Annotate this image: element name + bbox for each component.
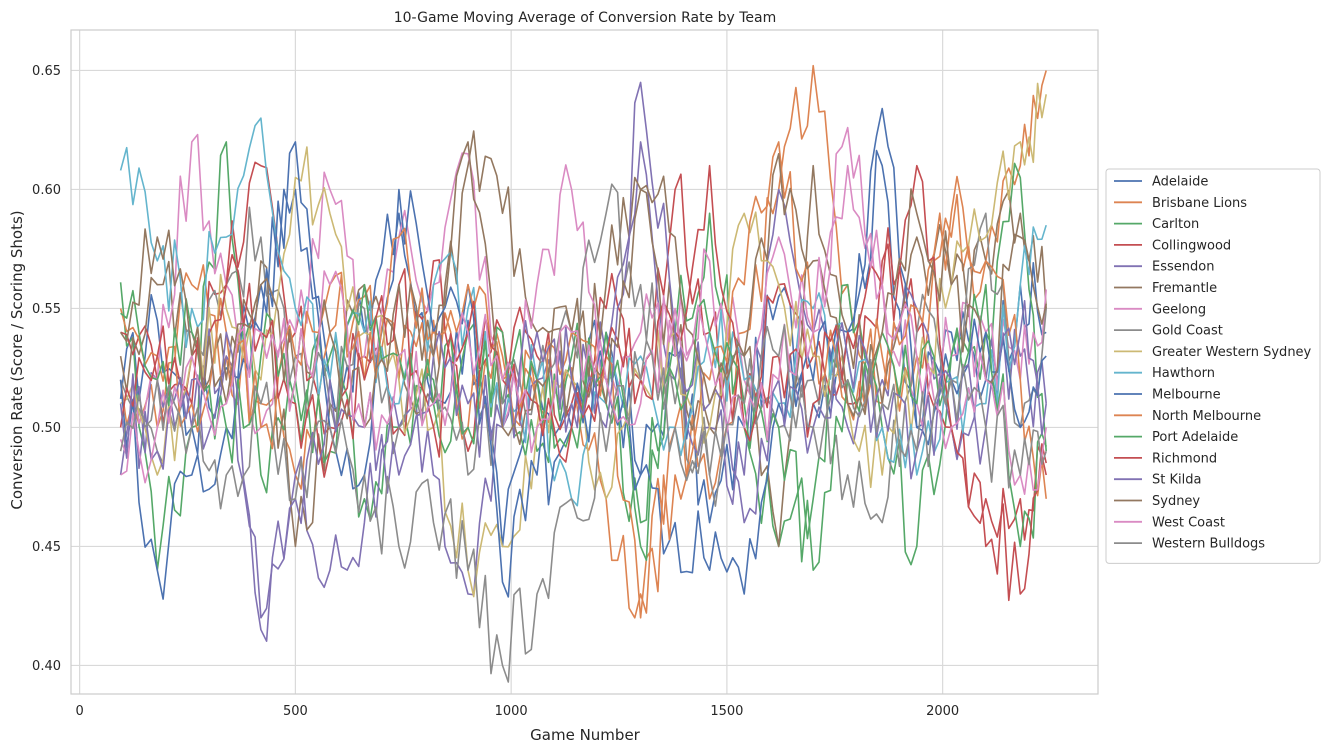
legend-label: Essendon bbox=[1152, 260, 1214, 275]
legend-label: Geelong bbox=[1152, 302, 1206, 317]
x-tick-label: 0 bbox=[75, 704, 83, 719]
series-line-west-coast bbox=[120, 126, 1047, 495]
legend-label: Hawthorn bbox=[1152, 366, 1215, 381]
legend-label: St Kilda bbox=[1152, 473, 1201, 488]
plot-frame bbox=[70, 29, 1099, 695]
x-axis-label: Game Number bbox=[530, 726, 641, 744]
series-line-st-kilda bbox=[119, 81, 1047, 642]
legend-label: West Coast bbox=[1152, 515, 1225, 530]
y-axis-label: Conversion Rate (Score / Scoring Shots) bbox=[8, 210, 26, 509]
legend-label: Port Adelaide bbox=[1152, 430, 1238, 445]
legend-label: Sydney bbox=[1152, 494, 1200, 509]
series-line-richmond bbox=[119, 164, 1047, 602]
legend-label: Greater Western Sydney bbox=[1152, 345, 1312, 360]
series-line-port-adelaide bbox=[120, 283, 1047, 571]
x-tick-label: 500 bbox=[283, 704, 308, 719]
legend-label: Richmond bbox=[1152, 451, 1217, 466]
legend-label: Gold Coast bbox=[1152, 324, 1223, 339]
legend-label: Western Bulldogs bbox=[1152, 537, 1265, 552]
chart-title: 10-Game Moving Average of Conversion Rat… bbox=[394, 10, 777, 26]
legend-label: North Melbourne bbox=[1152, 409, 1261, 424]
y-tick-label: 0.45 bbox=[32, 540, 61, 555]
x-tick-label: 2000 bbox=[926, 704, 959, 719]
legend-label: Brisbane Lions bbox=[1152, 196, 1247, 211]
series-line-geelong bbox=[119, 133, 1047, 457]
y-tick-label: 0.65 bbox=[32, 64, 61, 79]
legend-label: Collingwood bbox=[1152, 238, 1231, 253]
series-lines bbox=[119, 64, 1047, 683]
x-tick-label: 1000 bbox=[495, 704, 528, 719]
series-line-carlton bbox=[119, 141, 1047, 571]
y-ticks: 0.40 0.45 0.50 0.55 0.60 0.65 bbox=[32, 64, 61, 674]
y-tick-label: 0.40 bbox=[32, 659, 61, 674]
legend-label: Carlton bbox=[1152, 217, 1199, 232]
y-tick-label: 0.60 bbox=[32, 183, 61, 198]
series-line-western-bulldogs bbox=[119, 324, 1047, 683]
legend-label: Adelaide bbox=[1152, 175, 1208, 190]
x-tick-label: 1500 bbox=[710, 704, 743, 719]
legend-label: Fremantle bbox=[1152, 281, 1217, 296]
series-line-greater-western-sydney bbox=[120, 82, 1047, 598]
y-tick-label: 0.50 bbox=[32, 421, 61, 436]
legend-box bbox=[1105, 168, 1321, 564]
series-line-sydney bbox=[119, 141, 1047, 446]
y-tick-label: 0.55 bbox=[32, 302, 61, 317]
legend: Adelaide Brisbane Lions Carlton Collingwood… bbox=[1105, 168, 1321, 564]
x-ticks: 0 500 1000 1500 2000 bbox=[75, 704, 959, 719]
legend-label: Melbourne bbox=[1152, 388, 1221, 403]
